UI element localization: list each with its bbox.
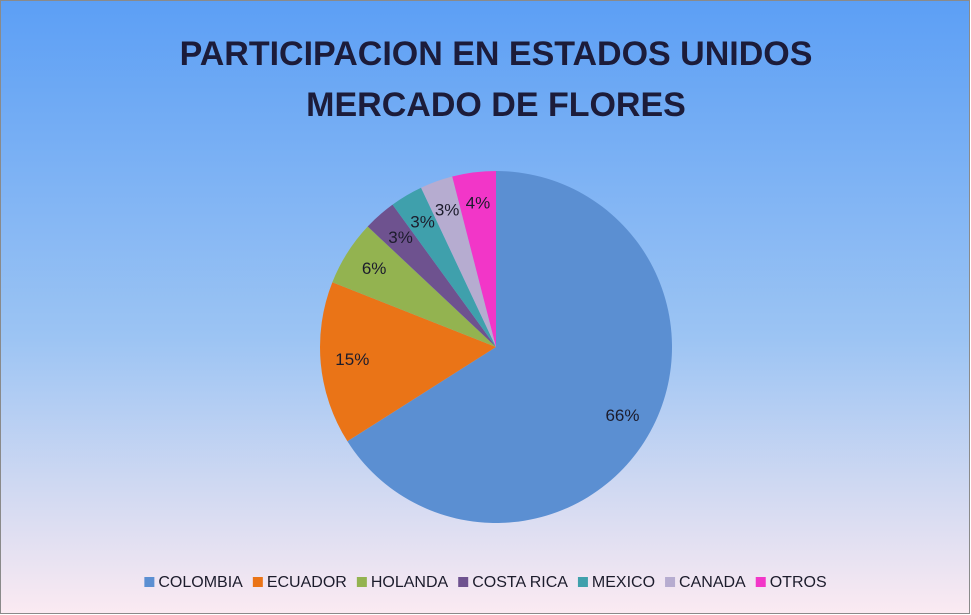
legend-swatch <box>458 577 469 587</box>
data-label: 3% <box>410 212 435 231</box>
pie-slice <box>452 171 496 347</box>
legend-label: OTROS <box>770 574 827 591</box>
legend-swatch <box>356 577 367 587</box>
data-label: 66% <box>605 406 639 425</box>
data-label: 6% <box>362 259 387 278</box>
legend-swatch <box>755 577 766 587</box>
legend-label: CANADA <box>679 574 746 591</box>
legend-label: MEXICO <box>592 574 655 591</box>
data-label: 15% <box>335 350 369 369</box>
pie-slice <box>347 171 673 524</box>
pie-slice <box>367 204 496 347</box>
data-label: 3% <box>388 228 413 247</box>
legend-label: ECUADOR <box>267 574 347 591</box>
legend-label: COSTA RICA <box>472 574 568 591</box>
pie-slice <box>392 187 496 347</box>
legend-swatch <box>577 577 588 587</box>
pie-slice <box>421 176 496 347</box>
pie-slice <box>320 282 496 442</box>
data-label: 3% <box>435 201 460 220</box>
legend-swatch <box>252 577 263 587</box>
chart-title: PARTICIPACION EN ESTADOS UNIDOS <box>180 35 813 73</box>
data-label: 4% <box>466 193 491 212</box>
legend-swatch <box>665 577 676 587</box>
legend-label: HOLANDA <box>371 574 449 591</box>
legend-swatch <box>144 577 155 587</box>
chart-title: MERCADO DE FLORES <box>306 86 686 124</box>
legend-label: COLOMBIA <box>158 574 243 591</box>
pie-slice <box>332 226 496 347</box>
